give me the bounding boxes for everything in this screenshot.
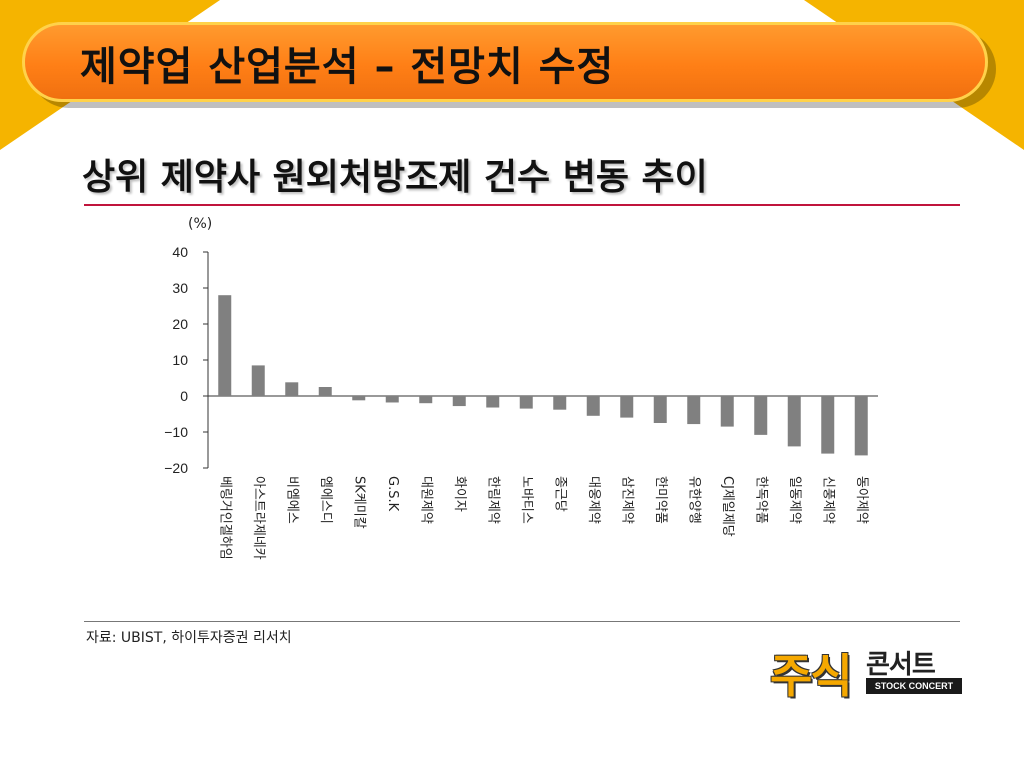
- x-category-label: 동아제약: [854, 476, 869, 524]
- bar: [218, 295, 232, 396]
- x-category-label: 화이자: [452, 476, 467, 512]
- x-category-label: 삼진제약: [619, 476, 634, 524]
- logo-tag-text: STOCK CONCERT: [866, 678, 962, 694]
- x-category-label: CJ제일제당: [720, 476, 735, 537]
- y-tick-label: 30: [172, 280, 188, 296]
- stock-concert-logo: 주식 콘서트 STOCK CONCERT: [770, 642, 966, 703]
- x-category-label: 비엠에스: [284, 476, 299, 524]
- x-category-label: SK케미칼: [351, 476, 366, 529]
- bar: [687, 396, 701, 425]
- bar: [318, 387, 332, 396]
- x-category-label: 아스트라제네카: [251, 476, 266, 560]
- title-divider: [84, 204, 960, 206]
- y-tick-label: 0: [180, 388, 188, 404]
- x-category-label: 대웅제약: [586, 476, 601, 524]
- x-category-label: 유한양행: [686, 476, 702, 524]
- y-tick-label: 10: [172, 352, 188, 368]
- title-bar: [22, 22, 988, 102]
- x-category-label: 종근당: [552, 476, 567, 512]
- x-category-label: 엠에스디: [318, 476, 333, 524]
- slide-title: 제약업 산업분석 – 전망치 수정: [80, 44, 615, 90]
- chart-title: 상위 제약사 원외처방조제 건수 변동 추이: [82, 157, 708, 198]
- bar: [821, 396, 835, 454]
- bar: [720, 396, 734, 427]
- x-category-label: 대원제약: [418, 476, 433, 524]
- bar-chart: (%)40 30 20 10 0 −10 −20 베링거인겔하임 아스트라제네카 비엠에스 엠에스디…: [164, 216, 878, 560]
- y-tick-label: −10: [164, 424, 188, 440]
- y-axis-unit-label: (%): [188, 216, 212, 232]
- bar: [653, 396, 667, 423]
- bar: [452, 396, 466, 407]
- bar: [251, 365, 265, 396]
- x-category-label: 베링거인겔하임: [217, 476, 232, 560]
- x-category-label: G.S.K: [385, 476, 400, 512]
- y-tick-label: −20: [164, 460, 188, 476]
- x-category-label: 일동제약: [787, 476, 802, 524]
- logo-main-text: 주식: [770, 649, 853, 703]
- bar: [854, 396, 868, 456]
- y-tick-label: 20: [172, 316, 188, 332]
- logo-sub-text: 콘서트: [866, 650, 936, 680]
- bar: [419, 396, 433, 404]
- bar: [586, 396, 600, 416]
- bar: [620, 396, 634, 418]
- y-tick-label: 40: [172, 244, 188, 260]
- bar: [553, 396, 567, 410]
- x-category-label: 노바티스: [519, 476, 534, 524]
- bar: [787, 396, 801, 447]
- x-category-label: 신풍제약: [820, 476, 835, 524]
- x-category-label: 한독약품: [753, 476, 768, 524]
- source-note: 자료: UBIST, 하이투자증권 리서치: [86, 630, 292, 646]
- source-divider: [84, 621, 960, 622]
- bar: [486, 396, 500, 408]
- bar: [352, 396, 366, 401]
- bar: [385, 396, 399, 403]
- x-category-label: 한미약품: [653, 476, 668, 524]
- bar: [754, 396, 768, 435]
- bar: [519, 396, 533, 409]
- x-category-label: 한림제약: [485, 476, 500, 524]
- bar: [285, 382, 299, 396]
